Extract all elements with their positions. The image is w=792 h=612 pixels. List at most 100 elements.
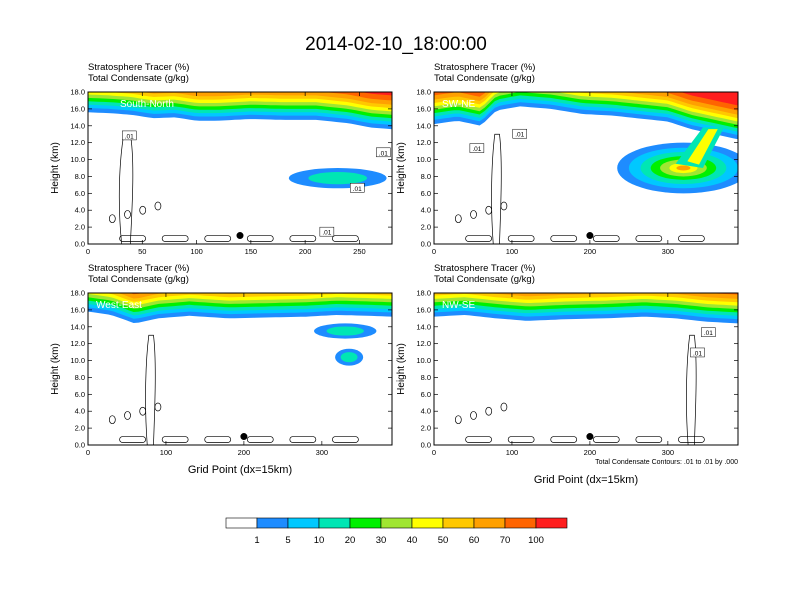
y-tick-label: 14.0	[70, 322, 85, 331]
panel-title-line2: Total Condensate (g/kg)	[434, 73, 535, 84]
y-tick-label: 0.0	[75, 240, 85, 249]
x-tick-label: 0	[86, 448, 90, 457]
colorbar-swatch	[318, 517, 351, 529]
contour-line	[550, 235, 578, 242]
panel-top-right: .01 .01 SW-NE Stratosphere Tracer (%)Total …	[396, 62, 739, 256]
panel-label: West-East	[96, 300, 142, 311]
contour-line	[332, 436, 359, 443]
contour-line	[470, 210, 477, 219]
contour-line	[108, 415, 116, 425]
y-tick-label: 6.0	[75, 390, 85, 399]
x-tick-label: 200	[299, 247, 312, 256]
contour-line	[119, 436, 146, 443]
y-axis-label: Height (km)	[50, 142, 61, 194]
panel-title-line1: Stratosphere Tracer (%)	[88, 263, 189, 274]
x-tick-label: 300	[662, 247, 675, 256]
location-marker	[240, 433, 248, 441]
y-tick-label: 8.0	[421, 172, 431, 181]
x-tick-label: 100	[190, 247, 203, 256]
x-tick-label: 0	[432, 448, 436, 457]
contour-line	[289, 436, 317, 443]
x-tick-label: 200	[238, 448, 251, 457]
contour-label: .01	[704, 330, 713, 337]
contour-line	[139, 406, 147, 416]
x-tick-label: 0	[86, 247, 90, 256]
plot-area: .01 .01 .01 .01	[88, 92, 392, 244]
y-axis-label: Height (km)	[396, 343, 407, 395]
y-axis-label: Height (km)	[50, 343, 61, 395]
panel-bottom-left: West-East Stratosphere Tracer (%)Total Co…	[50, 263, 393, 476]
contour-line	[204, 436, 232, 443]
y-tick-label: 10.0	[70, 155, 85, 164]
x-tick-label: 150	[245, 247, 258, 256]
y-tick-label: 8.0	[421, 373, 431, 382]
colorbar-label: 50	[438, 535, 449, 546]
contour-line	[507, 436, 535, 443]
y-tick-label: 12.0	[416, 339, 431, 348]
colorbar-swatch	[411, 517, 444, 529]
y-tick-label: 8.0	[75, 373, 85, 382]
tracer-band-8	[88, 92, 392, 105]
tracer-band-8	[88, 293, 392, 299]
contour-label-box	[469, 143, 485, 153]
y-tick-label: 4.0	[75, 407, 85, 416]
y-tick-label: 18.0	[70, 88, 85, 97]
contour-line	[246, 235, 274, 242]
tracer-band-9	[88, 92, 392, 101]
y-tick-label: 12.0	[416, 138, 431, 147]
tracer-band-7	[88, 92, 392, 108]
plot-area: .01 .01	[434, 293, 738, 445]
x-tick-label: 100	[160, 448, 173, 457]
y-tick-label: 18.0	[416, 289, 431, 298]
y-tick-label: 6.0	[75, 189, 85, 198]
contour-label-box	[512, 128, 527, 139]
colorbar-label: 30	[376, 535, 387, 546]
x-tick-label: 300	[662, 448, 675, 457]
y-tick-label: 16.0	[416, 305, 431, 314]
colorbar-label: 40	[407, 535, 418, 546]
colorbar-label: 5	[285, 535, 290, 546]
panel-title-line2: Total Condensate (g/kg)	[88, 73, 189, 84]
colorbar-swatch	[535, 517, 568, 529]
panel-title-line1: Stratosphere Tracer (%)	[434, 62, 535, 73]
panel-label: South-North	[120, 99, 174, 110]
y-tick-label: 14.0	[70, 121, 85, 130]
panel-title-line1: Stratosphere Tracer (%)	[88, 62, 189, 73]
contour-label-box	[376, 147, 391, 158]
y-tick-label: 0.0	[421, 441, 431, 450]
y-tick-label: 4.0	[421, 407, 431, 416]
colorbar-label: 60	[469, 535, 480, 546]
contour-line	[161, 436, 189, 443]
contour-line	[161, 235, 189, 242]
x-axis-label: Grid Point (dx=15km)	[534, 474, 638, 486]
contour-line	[686, 334, 697, 445]
contour-label: .01	[125, 133, 134, 140]
tracer-band-10	[434, 92, 738, 106]
y-tick-label: 14.0	[416, 121, 431, 130]
y-tick-label: 10.0	[416, 356, 431, 365]
plume-tongue-core	[687, 129, 718, 165]
contour-line	[289, 235, 317, 242]
panel-frame	[433, 91, 739, 245]
contour-label: .01	[322, 230, 331, 237]
y-tick-label: 2.0	[75, 223, 85, 232]
tracer-band-7	[434, 92, 738, 119]
y-tick-label: 16.0	[70, 305, 85, 314]
contour-line	[635, 436, 663, 443]
y-tick-label: 16.0	[416, 104, 431, 113]
panel-frame	[87, 91, 393, 245]
x-tick-label: 50	[138, 247, 146, 256]
location-marker	[586, 232, 594, 240]
y-tick-label: 0.0	[421, 240, 431, 249]
panel-title-line1: Stratosphere Tracer (%)	[434, 263, 535, 274]
y-tick-label: 2.0	[421, 223, 431, 232]
contour-label: .01	[693, 350, 702, 357]
colorbar-label: 20	[345, 535, 356, 546]
contour-line	[485, 205, 493, 215]
contour-line	[592, 235, 620, 242]
colorbar: 1 5 10 20 30 40 50 60 70 100	[225, 517, 568, 546]
location-marker	[586, 433, 594, 441]
colorbar-swatch	[380, 517, 413, 529]
x-tick-label: 100	[506, 448, 519, 457]
colorbar-label: 70	[500, 535, 511, 546]
